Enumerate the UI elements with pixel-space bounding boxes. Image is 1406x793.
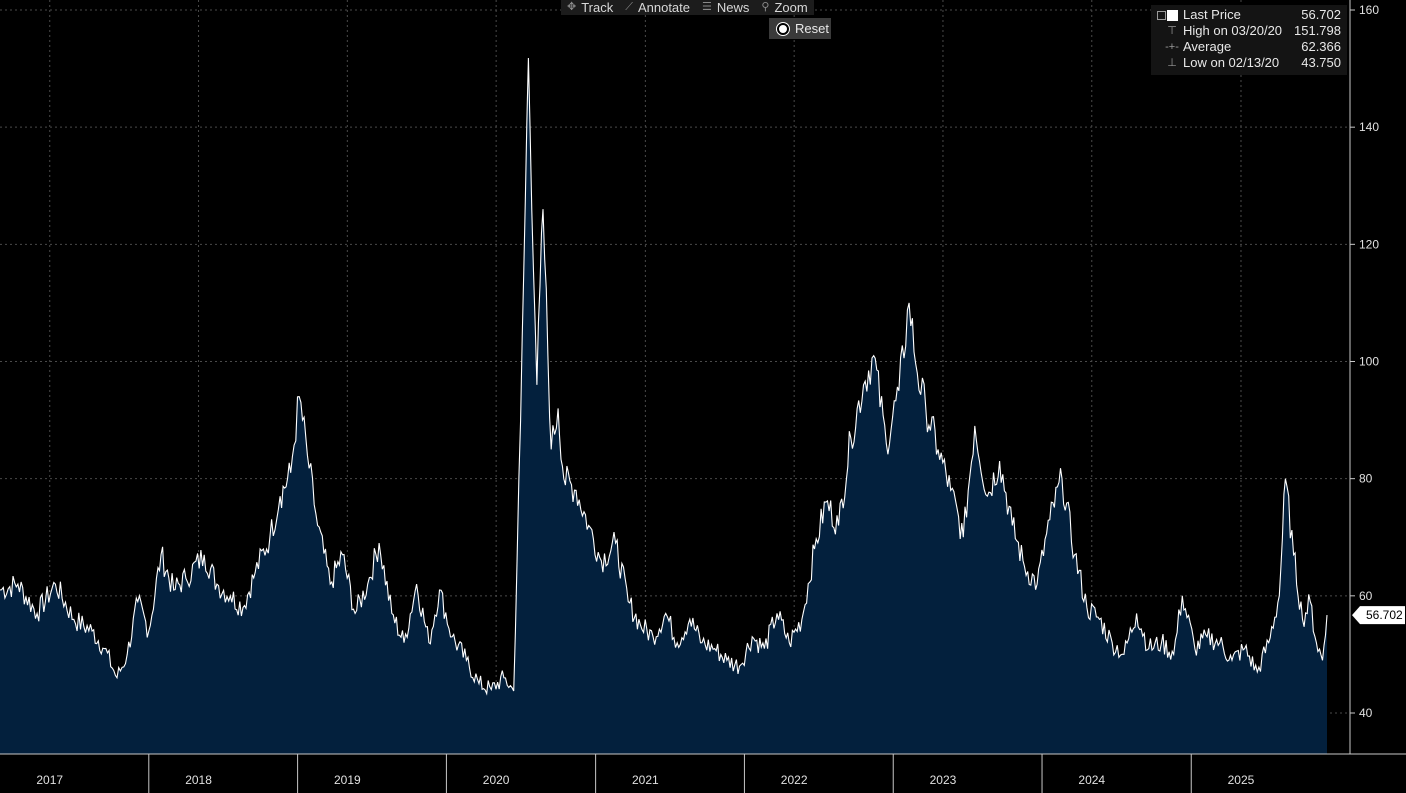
x-tick-label: 2025 [1228, 773, 1255, 787]
annotate-button[interactable]: ⟋ Annotate [619, 0, 696, 15]
last-price-tag-text: 56.702 [1366, 608, 1403, 622]
legend-low: ⊥ Low on 02/13/20 43.750 [1151, 55, 1347, 71]
legend-last-price[interactable]: Last Price 56.702 [1151, 7, 1347, 23]
news-label: News [716, 0, 750, 15]
y-tick-label: 80 [1359, 472, 1373, 486]
x-tick-label: 2024 [1078, 773, 1105, 787]
average-marker-icon: -+- [1165, 41, 1179, 53]
magnifier-icon: ⚲ [761, 1, 770, 13]
zoom-label: Zoom [774, 0, 808, 15]
track-label: Track [581, 0, 614, 15]
price-line [0, 57, 1328, 696]
x-tick-label: 2020 [483, 773, 510, 787]
x-tick-label: 2023 [930, 773, 957, 787]
high-marker-icon: ⊤ [1167, 25, 1177, 37]
news-icon: ☰ [702, 1, 712, 13]
pencil-icon: ⟋ [625, 1, 633, 13]
x-tick-label: 2021 [632, 773, 659, 787]
y-tick-label: 40 [1359, 706, 1373, 720]
last-price-tag [1352, 606, 1405, 625]
annotate-label: Annotate [637, 0, 690, 15]
collapse-icon [1157, 11, 1166, 20]
legend-panel: Last Price 56.702 ⊤ High on 03/20/20 151… [1151, 5, 1347, 75]
axes [0, 0, 1406, 755]
grid-lines [0, 0, 1350, 754]
y-tick-label: 120 [1359, 237, 1379, 251]
x-tick-label: 2019 [334, 773, 361, 787]
low-marker-icon: ⊥ [1167, 57, 1177, 69]
x-tick-label: 2018 [185, 773, 212, 787]
reset-label: Reset [795, 21, 829, 36]
crosshair-icon: ✥ [567, 1, 577, 13]
white-square-icon [1167, 10, 1178, 21]
y-tick-label: 100 [1359, 354, 1379, 368]
legend-average: -+- Average 62.366 [1165, 39, 1341, 54]
track-button[interactable]: ✥ Track [561, 0, 619, 15]
zoom-button[interactable]: ⚲ Zoom [755, 0, 813, 15]
news-button[interactable]: ☰ News [696, 0, 755, 15]
x-tick-label: 2022 [781, 773, 808, 787]
last-price-tag-layer: 56.702 [1352, 606, 1405, 625]
y-tick-label: 60 [1359, 589, 1373, 603]
reset-button[interactable]: Reset [769, 18, 831, 39]
chart-toolbar: ✥ Track ⟋ Annotate ☰ News ⚲ Zoom [561, 0, 814, 15]
x-axis-ticks: 2017 2018 2019 2020 2021 2022 2023 2024 2025 [36, 754, 1255, 793]
y-tick-label: 140 [1359, 120, 1379, 134]
reset-radio-icon [777, 22, 789, 35]
legend-high: ⊤ High on 03/20/20 151.798 [1151, 23, 1347, 39]
y-axis-ticks: 40 60 80 100 120 140 160 [1350, 3, 1379, 720]
price-area [0, 58, 1327, 754]
x-tick-label: 2017 [36, 773, 63, 787]
area-layer [0, 57, 1328, 754]
y-tick-label: 160 [1359, 3, 1379, 17]
